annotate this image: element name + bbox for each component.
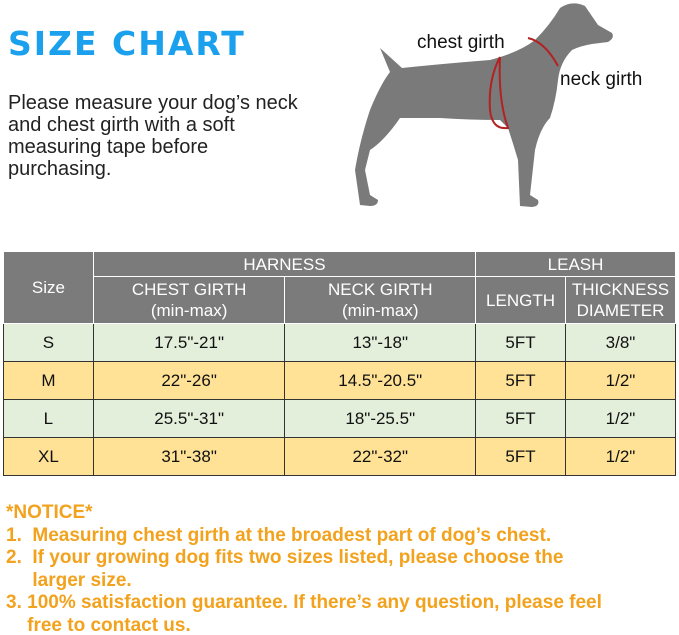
thickness-cell: 1/2" — [565, 437, 676, 476]
notice-line: free to contact us. — [6, 614, 191, 635]
chest-girth-label: chest girth — [417, 32, 505, 53]
chest-girth-header: CHEST GIRTH (min-max) — [92, 276, 286, 324]
neck-cell: 18"-25.5" — [284, 399, 477, 438]
size-table: Size HARNESS LEASH CHEST GIRTH (min-max) … — [3, 251, 676, 476]
chest-measure-line — [488, 37, 559, 130]
thickness-cell: 1/2" — [565, 399, 676, 438]
chest-cell: 22"-26" — [92, 361, 286, 400]
length-header: LENGTH — [475, 276, 566, 324]
chest-girth-subheader: (min-max) — [150, 301, 228, 320]
neck-cell: 13"-18" — [284, 323, 477, 362]
diameter-header-text: DIAMETER — [576, 301, 665, 320]
harness-header: HARNESS — [92, 251, 477, 277]
thickness-header-text: THICKNESS — [571, 280, 670, 299]
size-cell: XL — [3, 437, 94, 476]
table-row: M 22"-26" 14.5"-20.5" 5FT 1/2" — [3, 361, 676, 400]
thickness-cell: 3/8" — [565, 323, 676, 362]
dog-diagram: chest girth neck girth — [355, 3, 642, 207]
neck-girth-label: neck girth — [560, 69, 642, 90]
notice-line: 3. 100% satisfaction guarantee. If there… — [6, 592, 602, 613]
title: SIZE CHART — [8, 24, 246, 63]
neck-girth-header: NECK GIRTH (min-max) — [284, 276, 477, 324]
table-row: S 17.5"-21" 13"-18" 5FT 3/8" — [3, 323, 676, 362]
chest-cell: 31"-38" — [92, 437, 286, 476]
table-row: L 25.5"-31" 18"-25.5" 5FT 1/2" — [3, 399, 676, 438]
length-cell: 5FT — [475, 361, 566, 400]
length-cell: 5FT — [475, 437, 566, 476]
neck-cell: 14.5"-20.5" — [284, 361, 477, 400]
notice-line: 2. If your growing dog fits two sizes li… — [6, 547, 564, 568]
dog-silhouette — [355, 3, 613, 207]
length-cell: 5FT — [475, 323, 566, 362]
intro-text: Please measure your dog’s neck and chest… — [8, 92, 298, 180]
leash-header: LEASH — [475, 251, 676, 277]
neck-girth-subheader: (min-max) — [342, 301, 419, 320]
chest-cell: 17.5"-21" — [92, 323, 286, 362]
table-row: XL 31"-38" 22"-32" 5FT 1/2" — [3, 437, 676, 476]
chest-girth-header-text: CHEST GIRTH — [131, 280, 247, 299]
neck-cell: 22"-32" — [284, 437, 477, 476]
size-cell: M — [3, 361, 94, 400]
thickness-cell: 1/2" — [565, 361, 676, 400]
notice-line: larger size. — [6, 569, 132, 591]
size-header: Size — [3, 251, 94, 324]
neck-girth-header-text: NECK GIRTH — [327, 280, 433, 299]
thickness-header: THICKNESS DIAMETER — [565, 276, 676, 324]
notice-heading: *NOTICE* — [6, 502, 93, 523]
notice: *NOTICE* 1. Measuring chest girth at the… — [6, 502, 602, 635]
notice-line: 1. Measuring chest girth at the broadest… — [6, 524, 552, 546]
size-cell: S — [3, 323, 94, 362]
chest-cell: 25.5"-31" — [92, 399, 286, 438]
length-cell: 5FT — [475, 399, 566, 438]
size-cell: L — [3, 399, 94, 438]
